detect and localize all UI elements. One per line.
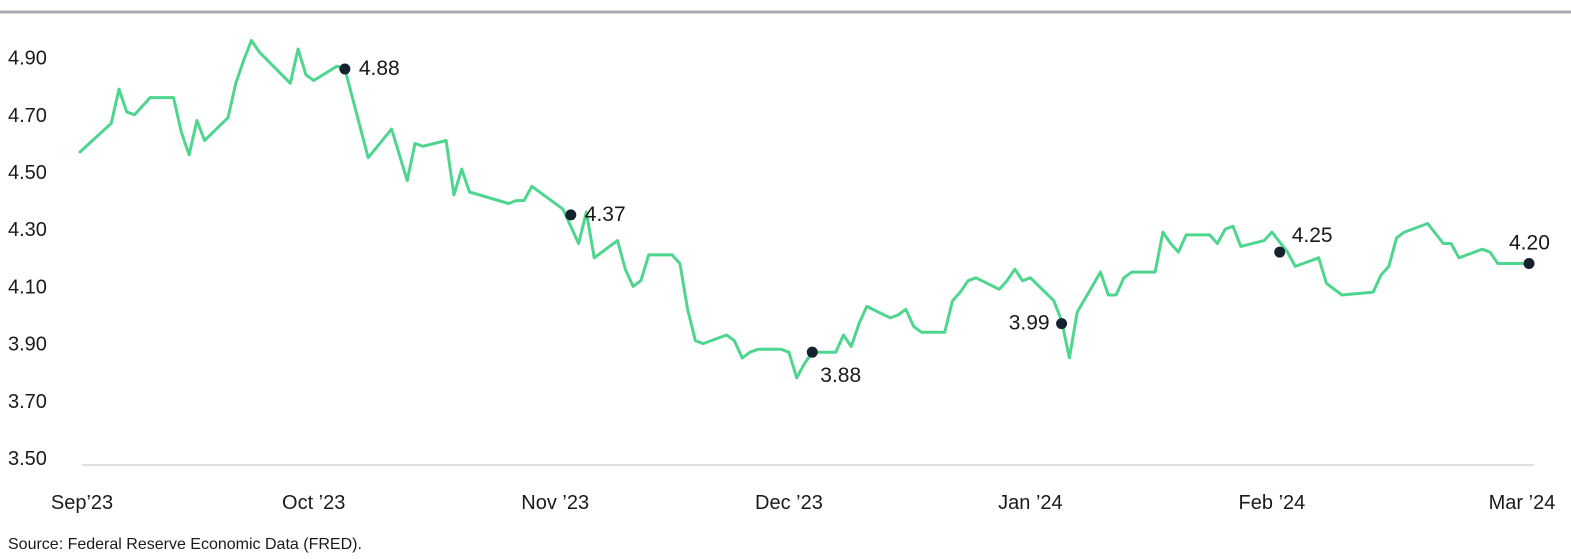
source-note: Source: Federal Reserve Economic Data (F… <box>8 536 362 553</box>
y-tick-label: 4.70 <box>8 105 47 127</box>
x-tick-label: Jan ’24 <box>998 492 1063 514</box>
x-axis-tick-labels: Sep’23 Oct ’23 Nov ’23 Dec ’23 Jan ’24 Feb ’2… <box>51 492 1555 514</box>
x-tick-label: Mar ’24 <box>1489 492 1556 514</box>
x-tick-label: Feb ’24 <box>1239 492 1306 514</box>
data-point-marker <box>1274 246 1286 258</box>
y-tick-label: 3.50 <box>8 448 47 470</box>
y-tick-label: 4.90 <box>8 48 47 70</box>
data-point-marker <box>339 63 351 75</box>
data-point-label: 4.37 <box>585 203 626 226</box>
data-point-label: 4.25 <box>1292 224 1333 247</box>
data-point-marker <box>565 209 577 221</box>
data-point-label: 3.88 <box>820 364 861 387</box>
data-point-marker <box>806 346 818 358</box>
data-point-marker <box>1056 318 1068 330</box>
y-tick-label: 4.50 <box>8 162 47 184</box>
data-point-marker <box>1523 258 1535 270</box>
data-annotations: 4.88 4.37 3.88 3.99 4.25 4.20 <box>339 57 1550 387</box>
y-tick-label: 4.10 <box>8 276 47 298</box>
y-tick-label: 4.30 <box>8 219 47 241</box>
series-line <box>78 38 1531 380</box>
data-point-label: 4.88 <box>359 57 400 80</box>
x-tick-label: Dec ’23 <box>755 492 823 514</box>
y-axis-tick-labels: 3.50 3.70 3.90 4.10 4.30 4.50 4.70 4.90 <box>8 48 47 470</box>
data-point-label: 3.99 <box>1009 312 1050 335</box>
x-tick-label: Nov ’23 <box>521 492 589 514</box>
y-tick-label: 3.90 <box>8 334 47 356</box>
data-point-label: 4.20 <box>1509 232 1550 255</box>
x-tick-label: Oct ’23 <box>282 492 345 514</box>
y-tick-label: 3.70 <box>8 391 47 413</box>
x-tick-label: Sep’23 <box>51 492 113 514</box>
